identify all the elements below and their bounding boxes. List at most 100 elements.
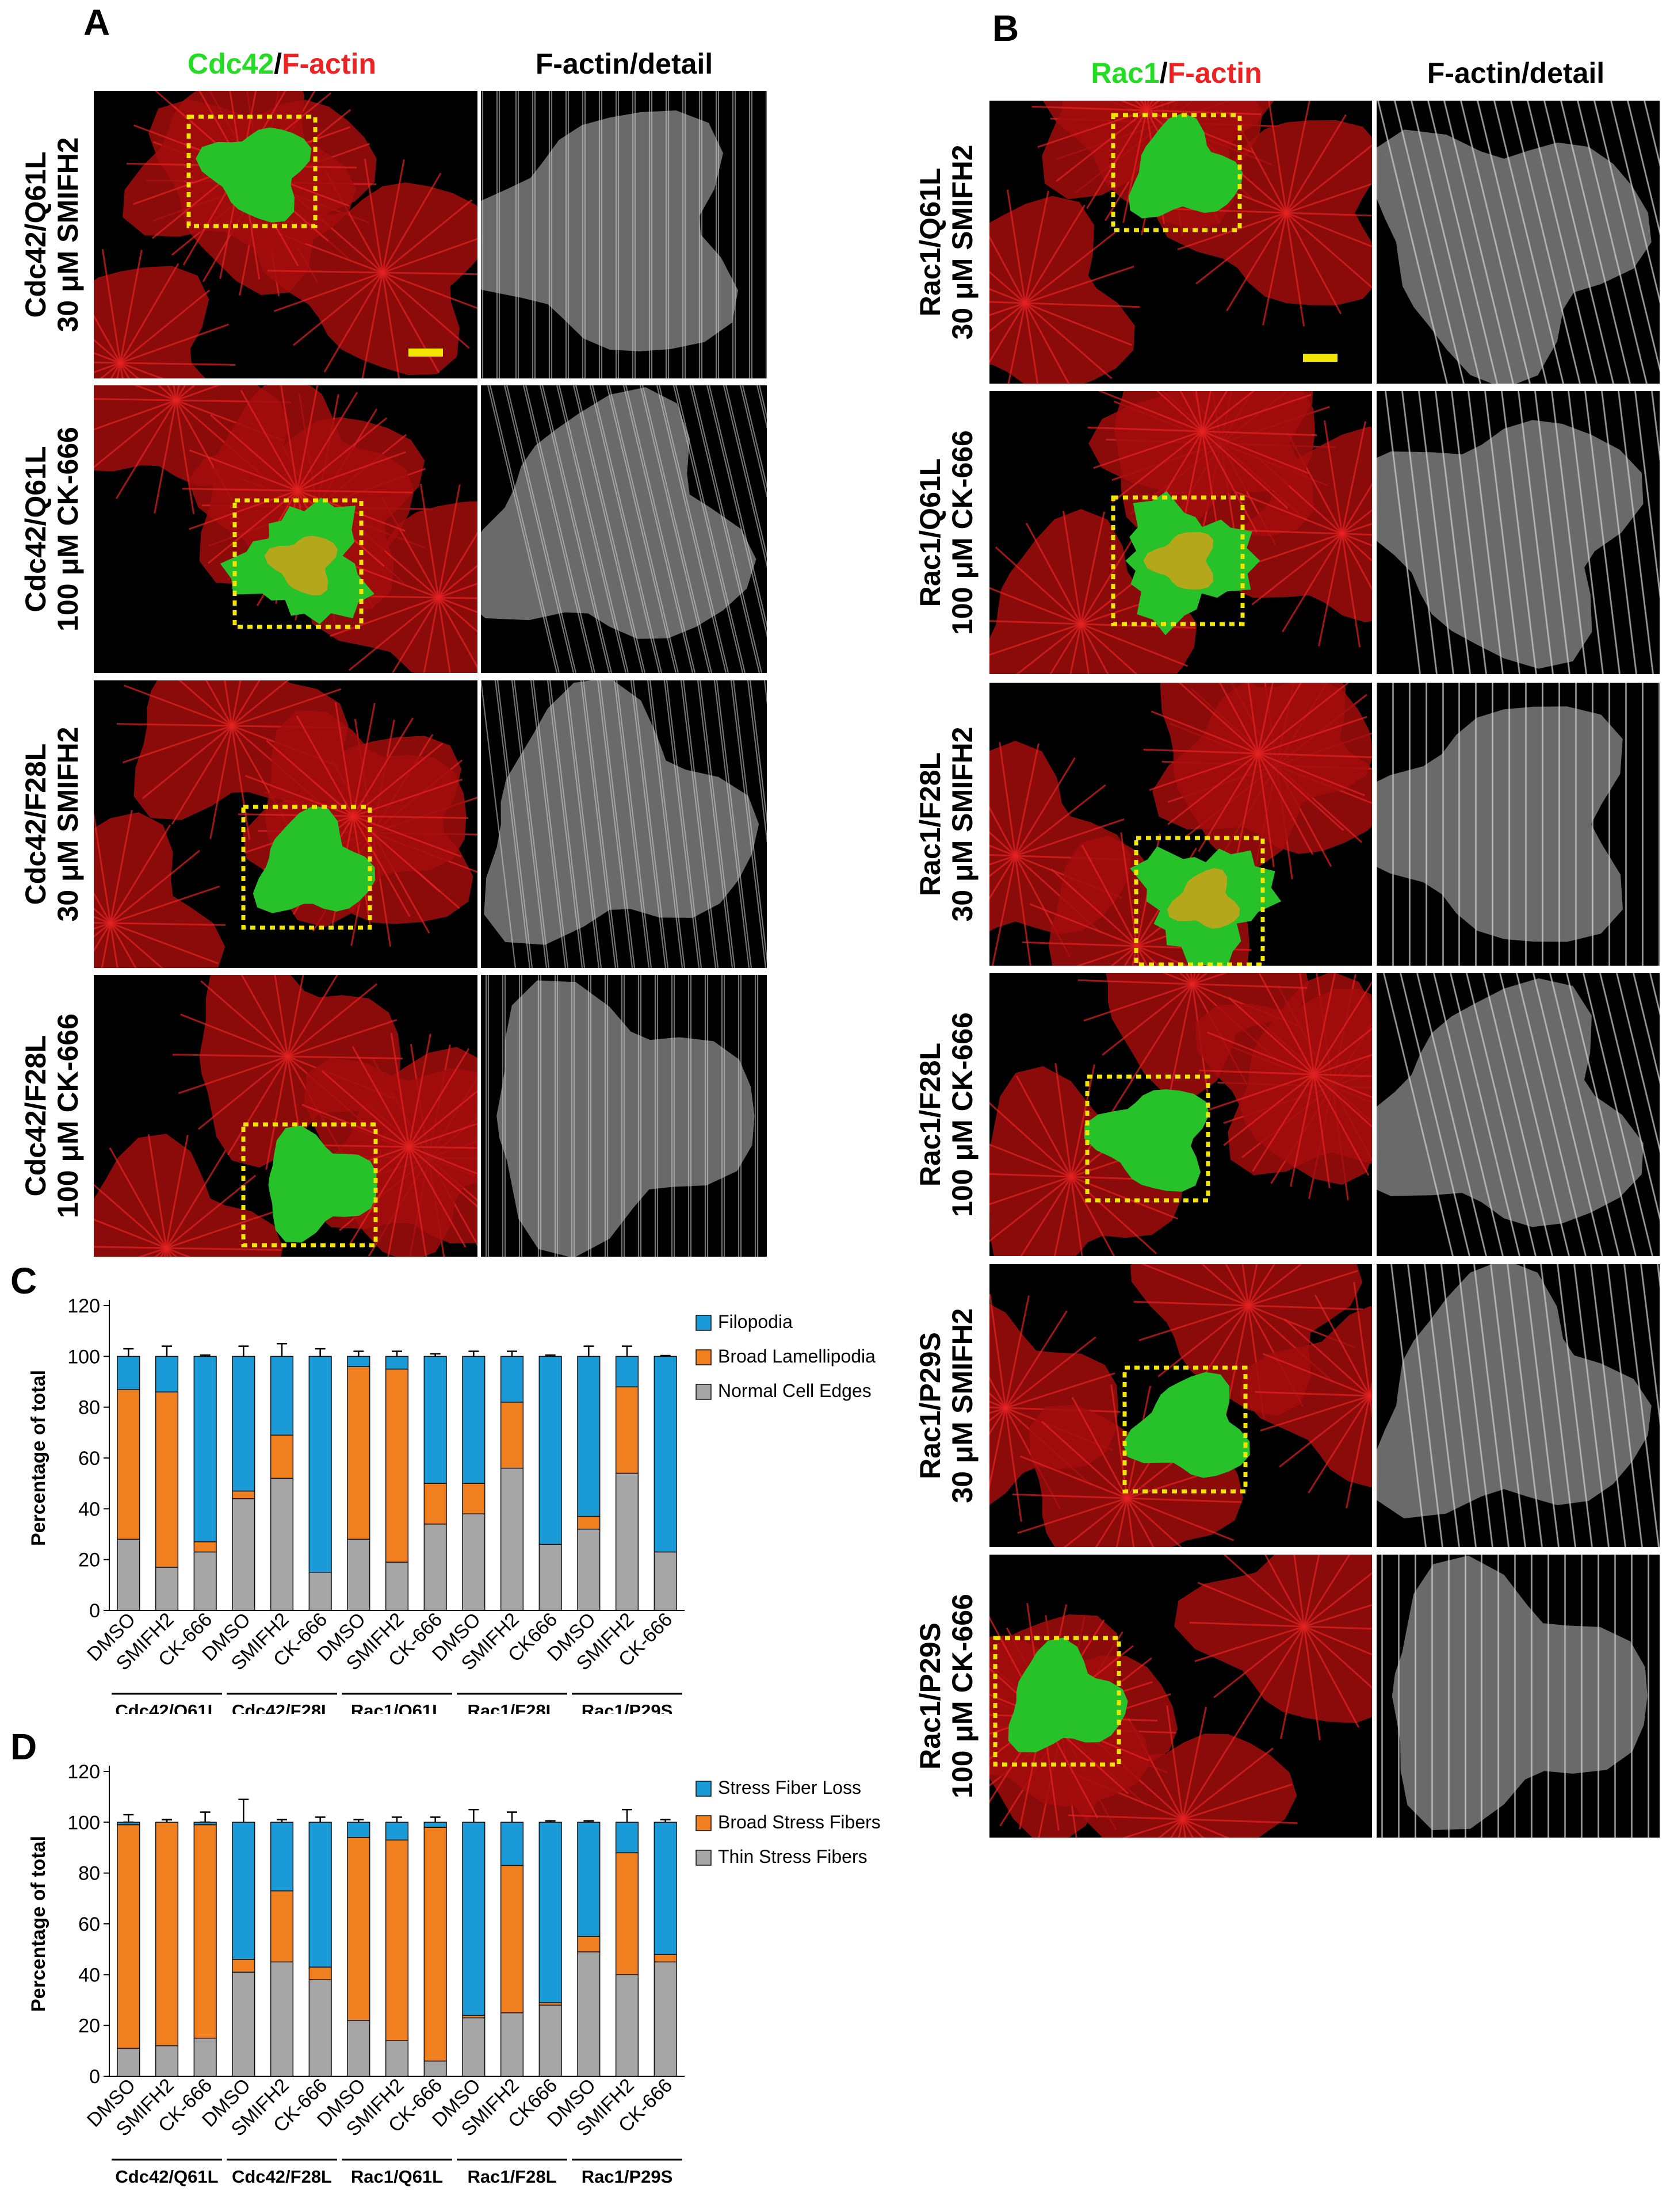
chart-d-bar-broad-stress-fibers <box>270 1890 294 1963</box>
chart-d-bar-broad-stress-fibers <box>193 1824 217 2039</box>
chart-c-bar-normal-cell-edges <box>155 1567 179 1611</box>
row-label-line2: 30 μM SMIFH2 <box>946 144 979 340</box>
chart-c-legend-swatch <box>695 1349 712 1365</box>
panel-b-detail-header: F-actin/detail <box>1427 57 1605 89</box>
chart-d-bar-stress-fiber-loss <box>117 1821 140 1826</box>
chart-c-bar-filopodia <box>654 1356 677 1553</box>
chart-c-bar-filopodia <box>615 1356 639 1388</box>
chart-d-bar-thin-stress-fibers <box>615 1974 639 2077</box>
chart-d-bar-broad-stress-fibers <box>117 1824 140 2049</box>
panel-a-detail-header: F-actin/detail <box>535 48 713 80</box>
panel-b-row-label: Rac1/F28L 30 μM SMIFH2 <box>914 727 979 922</box>
chart-d-bar-stress-fiber-loss <box>615 1821 639 1854</box>
row-label-line2: 30 μM SMIFH2 <box>52 726 84 922</box>
panel-b-merge-image <box>989 391 1372 674</box>
chart-c-bar-broad-lamellipodia <box>117 1389 140 1540</box>
chart-c-bar-filopodia <box>500 1356 524 1403</box>
chart-c-bar-broad-lamellipodia <box>577 1516 601 1530</box>
chart-d-bar-stress-fiber-loss <box>577 1821 601 1937</box>
chart-c-bar-filopodia <box>270 1356 294 1436</box>
chart-c-bar-broad-lamellipodia <box>193 1541 217 1553</box>
chart-d-group-label: Cdc42/Q61L <box>115 2167 218 2187</box>
chart-c-legend-label: Broad Lamellipodia <box>718 1346 876 1367</box>
chart-c-bar-normal-cell-edges <box>270 1478 294 1611</box>
panel-b-merge-image <box>989 683 1372 966</box>
chart-c-ytick-label: 120 <box>67 1295 100 1317</box>
chart-d-bar-broad-stress-fibers <box>500 1865 524 2014</box>
row-label-line1: Cdc42/F28L <box>20 1035 52 1197</box>
panel-b-green-label: Rac1 <box>1091 57 1160 89</box>
chart-c-bar-filopodia <box>117 1356 140 1390</box>
chart-d-ytick-label: 0 <box>89 2066 100 2088</box>
chart-c-group-label: Rac1/F28L <box>467 1701 556 1714</box>
chart-c-bar-filopodia <box>423 1356 447 1484</box>
chart-d-ytick-label: 60 <box>78 1914 100 1935</box>
panel-a-detail-image <box>481 91 767 378</box>
panel-letter-a: A <box>83 2 110 43</box>
chart-c-bar-normal-cell-edges <box>347 1539 370 1611</box>
chart-c-group-label: Cdc42/F28L <box>232 1701 332 1714</box>
chart-d-legend-swatch <box>695 1815 712 1831</box>
panel-b-detail-image <box>1377 1555 1660 1838</box>
chart-d-ytick-label: 40 <box>78 1964 100 1986</box>
panel-a-detail-image <box>481 680 767 968</box>
panel-letter-b: B <box>992 7 1019 49</box>
chart-d-ytick-label: 20 <box>78 2015 100 2037</box>
chart-d-group-label: Cdc42/F28L <box>232 2167 332 2187</box>
row-label-line1: Rac1/F28L <box>914 1042 946 1187</box>
chart-c-group-label: Cdc42/Q61L <box>115 1701 218 1714</box>
panel-a-row-label: Cdc42/F28L 30 μM SMIFH2 <box>20 727 84 922</box>
chart-c-bar-normal-cell-edges <box>615 1472 639 1611</box>
chart-c-bar-normal-cell-edges <box>232 1498 255 1611</box>
chart-c-bar-broad-lamellipodia <box>462 1483 486 1514</box>
chart-d-bar-thin-stress-fibers <box>270 1961 294 2077</box>
chart-c-ytick-label: 0 <box>89 1600 100 1622</box>
chart-d-bar-thin-stress-fibers <box>654 1961 677 2077</box>
panel-a-red-label: F-actin <box>282 48 376 80</box>
panel-b-red-label: F-actin <box>1167 57 1262 89</box>
chart-d-legend-label: Thin Stress Fibers <box>718 1846 868 1867</box>
chart-d-bar-thin-stress-fibers <box>577 1951 601 2077</box>
chart-c-bar-filopodia <box>347 1356 370 1367</box>
panel-b-row-label: Rac1/Q61L 30 μM SMIFH2 <box>914 145 979 340</box>
panel-letter-c: C <box>10 1260 37 1302</box>
chart-d-bar-stress-fiber-loss <box>423 1821 447 1828</box>
chart-d-legend-swatch <box>695 1850 712 1866</box>
chart-d-legend-swatch <box>695 1781 712 1797</box>
panel-a-merge-header: Cdc42/F-actin <box>92 47 472 81</box>
chart-c-bar-filopodia <box>232 1356 255 1492</box>
chart-c-bar-normal-cell-edges <box>462 1513 486 1611</box>
chart-c-ytick-label: 20 <box>78 1549 100 1571</box>
row-label-line2: 30 μM SMIFH2 <box>52 137 84 332</box>
panel-a-row-label: Cdc42/Q61L 30 μM SMIFH2 <box>20 137 84 332</box>
chart-c-legend-label: Normal Cell Edges <box>718 1380 872 1401</box>
chart-c-bar-filopodia <box>577 1356 601 1517</box>
chart-d-bar-stress-fiber-loss <box>347 1821 370 1838</box>
chart-d-bar-thin-stress-fibers <box>117 2048 140 2077</box>
chart-c-group-label: Rac1/P29S <box>582 1701 673 1714</box>
panel-b-detail-image <box>1377 973 1660 1256</box>
row-label-line1: Cdc42/Q61L <box>20 151 52 318</box>
chart-d-bar-stress-fiber-loss <box>270 1821 294 1892</box>
panel-b-row-label: Rac1/F28L 100 μM CK-666 <box>914 1012 979 1217</box>
panel-a-merge-image <box>94 91 477 378</box>
panel-b-merge-image <box>989 101 1372 384</box>
chart-d-bar-thin-stress-fibers <box>308 1979 332 2077</box>
chart-c-legend-swatch <box>695 1384 712 1400</box>
panel-b-detail-image <box>1377 101 1660 384</box>
chart-c-bar-filopodia <box>193 1356 217 1543</box>
row-label-line2: 30 μM SMIFH2 <box>946 726 979 922</box>
chart-d-bar-broad-stress-fibers <box>308 1966 332 1980</box>
row-label-line2: 100 μM CK-666 <box>946 430 979 635</box>
panel-b-merge-image <box>989 1264 1372 1547</box>
panel-b-sep: / <box>1159 57 1168 89</box>
chart-c-bar-broad-lamellipodia <box>232 1490 255 1499</box>
chart-d-bar-stress-fiber-loss <box>232 1821 255 1960</box>
chart-d-bar-thin-stress-fibers <box>232 1972 255 2077</box>
chart-d-bar-thin-stress-fibers <box>155 2045 179 2077</box>
chart-c-bar-normal-cell-edges <box>538 1544 562 1611</box>
chart-d: Percentage of total020406080100120DMSOSM… <box>28 1761 881 2187</box>
panel-a-detail-image <box>481 385 767 673</box>
row-label-line1: Rac1/F28L <box>914 752 946 897</box>
panel-b-merge-image <box>989 973 1372 1256</box>
